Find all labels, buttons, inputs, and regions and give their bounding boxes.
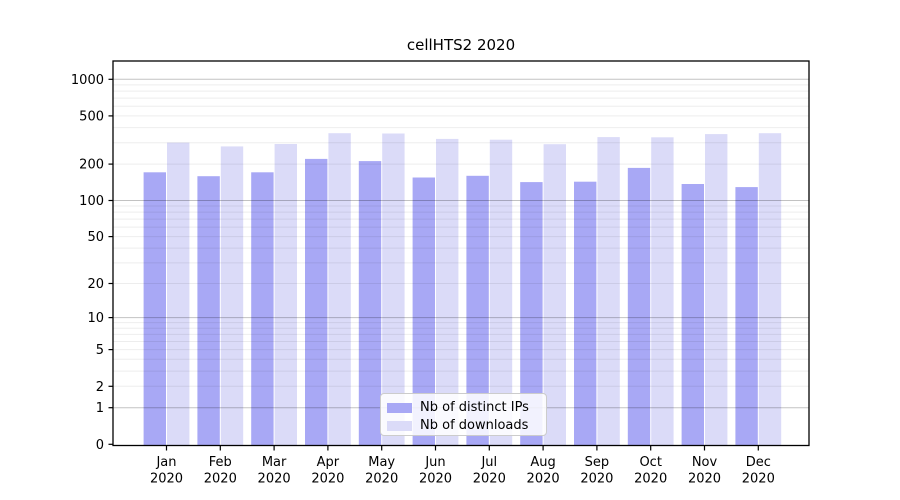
x-tick-label-year: 2020 — [150, 472, 183, 487]
x-tick-label-month: Apr — [317, 455, 340, 470]
x-tick-label-month: Nov — [692, 455, 718, 470]
x-tick-label-year: 2020 — [204, 472, 237, 487]
y-tick-label: 1000 — [71, 73, 104, 88]
y-tick-label: 1 — [96, 401, 104, 416]
y-tick-label: 10 — [87, 311, 104, 326]
bar-downloads-mar — [274, 144, 297, 446]
bar-downloads-aug — [543, 144, 566, 446]
bar-distinct-ips-apr — [305, 158, 328, 446]
x-tick-label-year: 2020 — [580, 472, 613, 487]
x-tick-label-year: 2020 — [742, 472, 775, 487]
x-tick-label-month: Aug — [530, 455, 555, 470]
y-tick-label: 20 — [87, 277, 104, 292]
bar-downloads-jan — [167, 142, 190, 446]
chart-title: cellHTS2 2020 — [406, 36, 516, 54]
bar-downloads-apr — [328, 133, 351, 446]
bar-downloads-nov — [705, 134, 728, 446]
y-tick-label: 0 — [96, 438, 104, 453]
legend-swatch-distinct-ips — [387, 402, 412, 413]
x-tick-label-year: 2020 — [365, 472, 398, 487]
x-tick-label-year: 2020 — [634, 472, 667, 487]
bar-distinct-ips-sep — [574, 181, 597, 446]
bar-distinct-ips-feb — [197, 176, 220, 446]
legend-label-distinct-ips: Nb of distinct IPs — [420, 400, 529, 415]
bar-distinct-ips-jun — [412, 177, 435, 446]
bar-downloads-jun — [436, 138, 459, 446]
bar-downloads-oct — [651, 137, 674, 446]
bar-distinct-ips-jan — [143, 172, 166, 446]
y-axis: 0 1 2 5 10 20 50 100 200 500 1000 — [71, 73, 113, 453]
x-tick-label-month: Dec — [746, 455, 771, 470]
x-tick-label-year: 2020 — [311, 472, 344, 487]
y-tick-label: 500 — [79, 109, 104, 124]
bar-distinct-ips-oct — [627, 167, 651, 446]
legend-swatch-downloads — [387, 420, 412, 431]
bar-downloads-sep — [597, 137, 620, 446]
bar-downloads-dec — [758, 133, 782, 446]
x-tick-label-month: Jun — [424, 455, 445, 470]
x-tick-label-month: Feb — [209, 455, 232, 470]
bar-distinct-ips-mar — [251, 172, 274, 446]
x-tick-label-year: 2020 — [527, 472, 560, 487]
bar-distinct-ips-dec — [735, 187, 758, 446]
x-tick-label-month: Sep — [585, 455, 610, 470]
bar-distinct-ips-nov — [681, 184, 704, 446]
x-tick-label-month: Jan — [155, 455, 176, 470]
bar-downloads-jul — [489, 139, 513, 446]
bar-downloads-may — [382, 133, 405, 446]
y-tick-label: 5 — [96, 343, 104, 358]
bar-downloads-feb — [220, 146, 244, 446]
gridlines — [113, 78, 809, 409]
x-tick-label-month: Jul — [480, 455, 497, 470]
plot-border — [112, 60, 810, 447]
x-tick-label-year: 2020 — [419, 472, 452, 487]
y-tick-label: 2 — [96, 380, 104, 395]
x-tick-label-year: 2020 — [258, 472, 291, 487]
x-axis: Jan 2020 Feb 2020 Mar 2020 Apr 2020 May 2020 Jun 20… — [150, 445, 775, 487]
x-tick-label-year: 2020 — [473, 472, 506, 487]
x-tick-label-month: May — [368, 455, 395, 470]
legend-label-downloads: Nb of downloads — [420, 418, 529, 433]
bar-distinct-ips-aug — [520, 182, 543, 446]
legend-item-downloads: Nb of downloads — [387, 417, 538, 434]
legend: Nb of distinct IPs Nb of downloads — [380, 393, 547, 436]
y-tick-label: 50 — [87, 230, 104, 245]
bars — [143, 133, 782, 446]
x-tick-label-month: Oct — [639, 455, 661, 470]
y-tick-label: 100 — [79, 194, 104, 209]
y-tick-label: 200 — [79, 158, 104, 173]
legend-item-distinct-ips: Nb of distinct IPs — [387, 399, 538, 416]
x-tick-label-year: 2020 — [688, 472, 721, 487]
x-tick-label-month: Mar — [262, 455, 287, 470]
bar-distinct-ips-jul — [466, 175, 489, 446]
bar-distinct-ips-may — [358, 161, 382, 446]
